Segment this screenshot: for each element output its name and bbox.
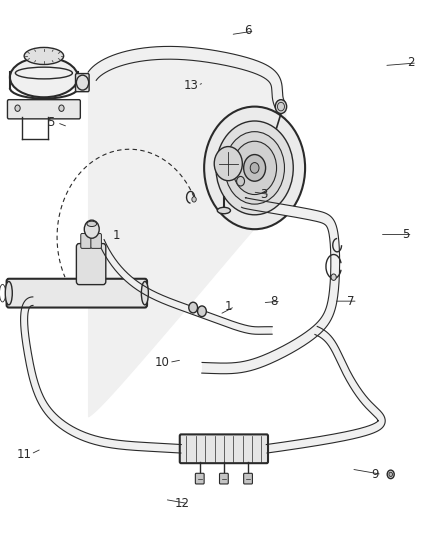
Ellipse shape bbox=[87, 221, 96, 227]
FancyBboxPatch shape bbox=[91, 233, 101, 248]
Text: 1: 1 bbox=[224, 300, 232, 313]
Text: 10: 10 bbox=[155, 356, 170, 369]
Ellipse shape bbox=[24, 47, 64, 64]
Text: 9: 9 bbox=[371, 468, 378, 481]
Polygon shape bbox=[99, 240, 272, 334]
Circle shape bbox=[232, 141, 276, 195]
Circle shape bbox=[330, 274, 336, 280]
Polygon shape bbox=[21, 297, 181, 453]
Circle shape bbox=[250, 163, 258, 173]
FancyBboxPatch shape bbox=[76, 244, 106, 285]
Circle shape bbox=[215, 121, 293, 215]
Text: 8: 8 bbox=[270, 295, 277, 308]
Circle shape bbox=[243, 155, 265, 181]
Polygon shape bbox=[201, 198, 339, 374]
Circle shape bbox=[197, 306, 206, 317]
Polygon shape bbox=[266, 326, 384, 453]
Polygon shape bbox=[88, 46, 285, 110]
Circle shape bbox=[59, 105, 64, 111]
FancyBboxPatch shape bbox=[180, 434, 267, 463]
Text: 3: 3 bbox=[259, 188, 266, 201]
Text: 13: 13 bbox=[183, 79, 198, 92]
Text: 7: 7 bbox=[346, 295, 354, 308]
Circle shape bbox=[224, 132, 284, 204]
Text: 11: 11 bbox=[17, 448, 32, 461]
Ellipse shape bbox=[141, 281, 148, 305]
FancyBboxPatch shape bbox=[75, 74, 89, 92]
FancyBboxPatch shape bbox=[191, 133, 254, 203]
FancyBboxPatch shape bbox=[219, 473, 228, 484]
Text: 6: 6 bbox=[244, 25, 251, 37]
Ellipse shape bbox=[10, 58, 78, 98]
Text: 2: 2 bbox=[406, 56, 413, 69]
Circle shape bbox=[388, 472, 392, 477]
Circle shape bbox=[386, 470, 393, 479]
Circle shape bbox=[15, 105, 20, 111]
FancyBboxPatch shape bbox=[243, 473, 252, 484]
Circle shape bbox=[191, 197, 196, 202]
Text: 5: 5 bbox=[402, 228, 409, 241]
FancyBboxPatch shape bbox=[7, 100, 80, 119]
Text: 12: 12 bbox=[174, 497, 189, 510]
Circle shape bbox=[214, 147, 242, 181]
Circle shape bbox=[84, 220, 99, 238]
FancyBboxPatch shape bbox=[7, 279, 147, 308]
FancyBboxPatch shape bbox=[81, 233, 91, 248]
Text: 5: 5 bbox=[47, 116, 54, 129]
Text: 1: 1 bbox=[112, 229, 120, 242]
Circle shape bbox=[188, 302, 197, 313]
Ellipse shape bbox=[5, 281, 12, 305]
Circle shape bbox=[204, 107, 304, 229]
Ellipse shape bbox=[217, 207, 230, 214]
Circle shape bbox=[275, 100, 286, 114]
Circle shape bbox=[236, 176, 244, 186]
FancyBboxPatch shape bbox=[195, 473, 204, 484]
